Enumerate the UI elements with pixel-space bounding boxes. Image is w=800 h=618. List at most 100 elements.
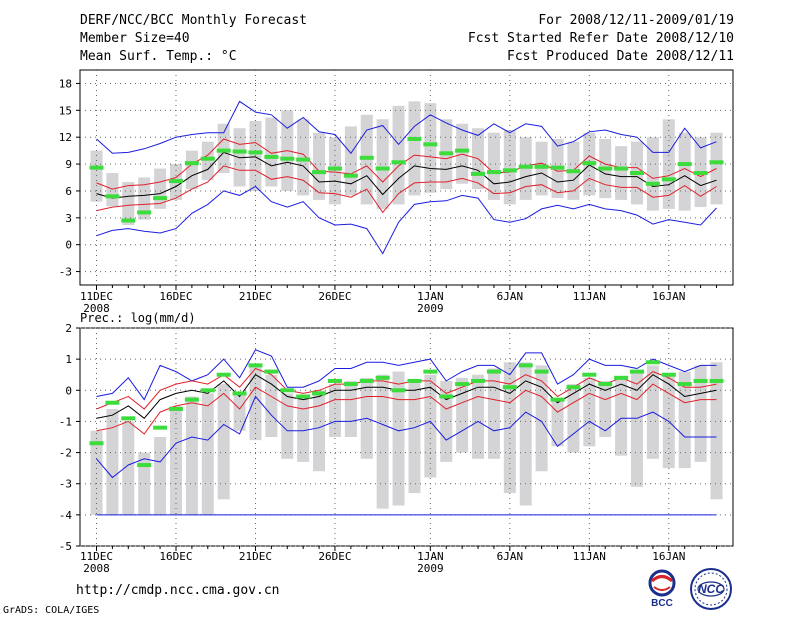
prec-observed-marker [280,388,295,393]
prec-box [456,377,469,453]
fcst-produced-date: Fcst Produced Date 2008/12/11 [507,49,734,64]
prec-observed-marker [137,463,152,468]
temp-box [376,119,389,209]
prec-observed-marker [439,394,454,399]
temp-ytick-label: 9 [65,158,72,171]
temp-observed-marker [137,210,152,215]
temp-observed-marker [486,170,501,175]
temp-observed-marker [216,148,231,153]
prec-box [472,374,485,459]
forecast-period: For 2008/12/11-2009/01/19 [538,13,734,28]
prec-observed-marker [359,378,374,383]
temp-frame [79,69,734,286]
prec-box [122,421,135,515]
prec-ytick-label: 2 [65,322,72,335]
temp-observed-marker [391,160,406,165]
prec-observed-marker [391,388,406,393]
prec-observed-marker [630,369,645,374]
prec-box [392,371,405,506]
temp-observed-marker [168,179,183,184]
prec-ytick-label: -3 [59,478,72,491]
bcc-logo: BCC [648,569,676,608]
prec-box [154,437,167,515]
prec-box [313,390,326,472]
temp-box [662,119,675,209]
temp-year-label: 2008 [83,302,110,315]
prec-box [265,374,278,437]
temp-ytick-label: 15 [59,104,72,117]
temp-observed-marker [550,165,565,170]
temp-observed-marker [614,166,629,171]
temp-observed-marker [184,161,199,166]
prec-observed-marker [343,382,358,387]
prec-ytick-label: 0 [65,384,72,397]
prec-observed-marker [598,382,613,387]
temp-mean-line [96,151,717,199]
prec-observed-marker [471,378,486,383]
temp-observed-marker [312,170,327,175]
temp-observed-marker [439,151,454,156]
prec-xtick-label: 16JAN [652,550,685,563]
temp-box [90,150,103,202]
temp-observed-marker [518,164,533,169]
temp-xtick-label: 16JAN [652,290,685,303]
prec-year-label: 2008 [83,562,110,575]
temp-box [313,132,326,200]
prec-observed-marker [105,400,120,405]
prec-xtick-label: 26DEC [318,550,351,563]
temp-outer-lower-line [96,185,717,255]
temp-box [138,177,151,220]
temp-observed-marker [327,166,342,171]
prec-observed-marker [486,369,501,374]
temp-observed-marker [661,177,676,182]
fcst-started-date: Fcst Started Refer Date 2008/12/10 [467,31,734,46]
temp-box [424,103,437,193]
prec-box [440,380,453,462]
prec-box [694,365,707,462]
prec-box [90,430,103,515]
temp-observed-marker [105,194,120,199]
prec-box [376,374,389,509]
prec-observed-marker [121,416,136,421]
prec-observed-marker [693,378,708,383]
prec-mean-line [96,374,717,419]
temp-box [297,119,310,196]
prec-ytick-label: -5 [59,540,72,553]
prec-box [344,380,357,437]
temp-observed-marker [471,171,486,176]
prec-panel-title: Prec.: log(mm/d) [80,311,196,325]
prec-observed-marker [184,397,199,402]
prec-year-label: 2009 [417,562,444,575]
prec-observed-marker [248,363,263,368]
prec-observed-marker [645,360,660,365]
prec-observed-marker [566,385,581,390]
temp-box [615,146,628,200]
prec-box [106,408,119,515]
temp-xtick-label: 1JAN [417,290,444,303]
prec-box [138,452,151,515]
prec-observed-marker [677,382,692,387]
prec-ytick-label: -2 [59,447,72,460]
prec-box [535,365,548,472]
temp-inner-lower-line [96,165,717,214]
prec-observed-marker [375,375,390,380]
temp-box [217,123,230,174]
source-url[interactable]: http://cmdp.ncc.cma.gov.cn [76,583,280,598]
prec-inner-upper-line [96,367,717,410]
prec-inner-lower-line [96,383,717,435]
prec-observed-marker [518,363,533,368]
prec-ytick-label: -1 [59,415,72,428]
temp-observed-marker [296,157,311,162]
temp-ytick-label: 12 [59,131,72,144]
prec-box [217,384,230,500]
prec-observed-marker [168,406,183,411]
ncc-logo-text: NCC [698,582,724,596]
temp-ytick-label: 18 [59,77,72,90]
temp-box [201,141,214,181]
prec-observed-marker [216,372,231,377]
prec-ytick-label: -4 [59,509,73,522]
prec-box [408,380,421,494]
temp-observed-marker [280,156,295,161]
temp-observed-marker [502,168,517,173]
prec-xtick-label: 11DEC [80,550,113,563]
